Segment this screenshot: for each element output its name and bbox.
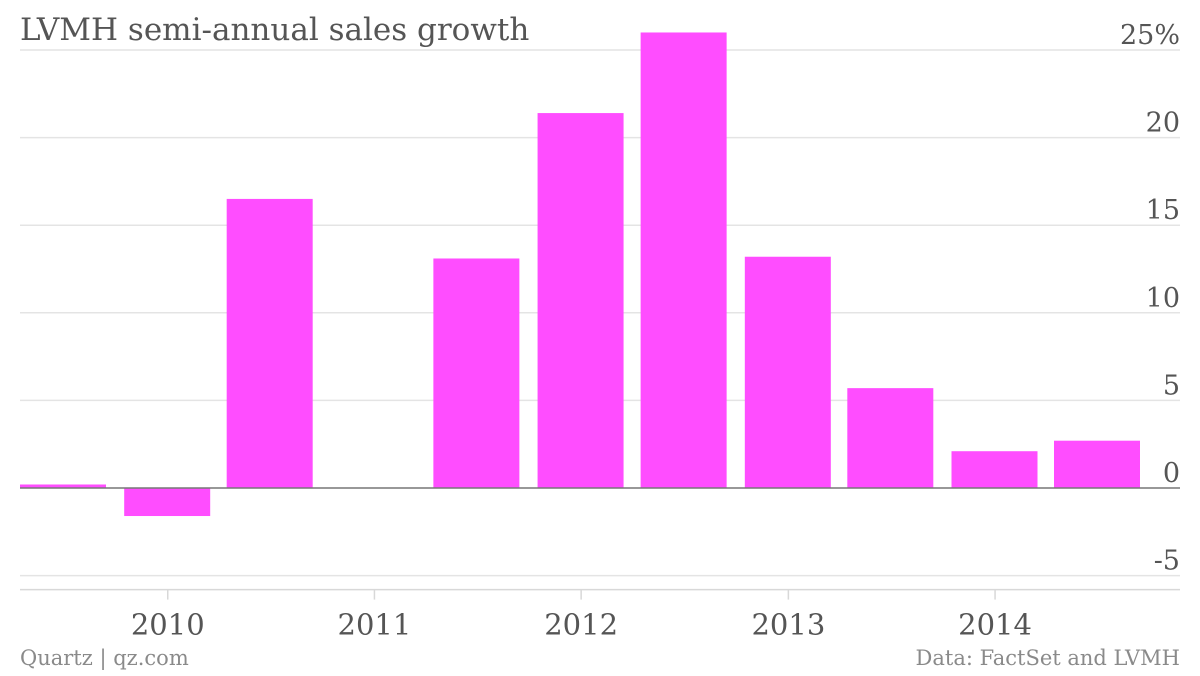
bar bbox=[433, 258, 520, 488]
x-tick-labels: 2010 2011 2012 2013 2014 bbox=[131, 608, 1032, 642]
y-tick-label: 20 bbox=[1146, 108, 1180, 139]
bar bbox=[847, 388, 934, 488]
x-tick-label: 2014 bbox=[958, 608, 1032, 642]
x-tick-label: 2011 bbox=[338, 608, 412, 642]
y-tick-label: 10 bbox=[1146, 283, 1180, 314]
axes bbox=[20, 487, 1180, 600]
bar bbox=[744, 256, 831, 488]
x-tick-label: 2012 bbox=[544, 608, 618, 642]
bar bbox=[20, 484, 106, 488]
credit-text: Quartz | qz.com bbox=[20, 646, 189, 670]
bar bbox=[640, 32, 727, 488]
y-tick-label: -5 bbox=[1154, 546, 1180, 577]
bars bbox=[20, 32, 1140, 517]
bar bbox=[951, 451, 1038, 488]
bar bbox=[1054, 440, 1140, 488]
bar bbox=[226, 198, 313, 489]
bar bbox=[124, 488, 211, 517]
y-tick-label: 0 bbox=[1163, 458, 1180, 489]
y-tick-label: 15 bbox=[1146, 195, 1180, 226]
y-tick-label: 5 bbox=[1163, 370, 1180, 401]
x-tick-label: 2010 bbox=[131, 608, 205, 642]
chart-title: LVMH semi-annual sales growth bbox=[20, 12, 530, 48]
x-tick-label: 2013 bbox=[751, 608, 825, 642]
y-tick-labels: 25% 20 15 10 5 0 -5 bbox=[1120, 20, 1180, 577]
y-tick-label: 25% bbox=[1120, 20, 1180, 51]
bar bbox=[537, 113, 624, 489]
source-text: Data: FactSet and LVMH bbox=[915, 646, 1180, 670]
